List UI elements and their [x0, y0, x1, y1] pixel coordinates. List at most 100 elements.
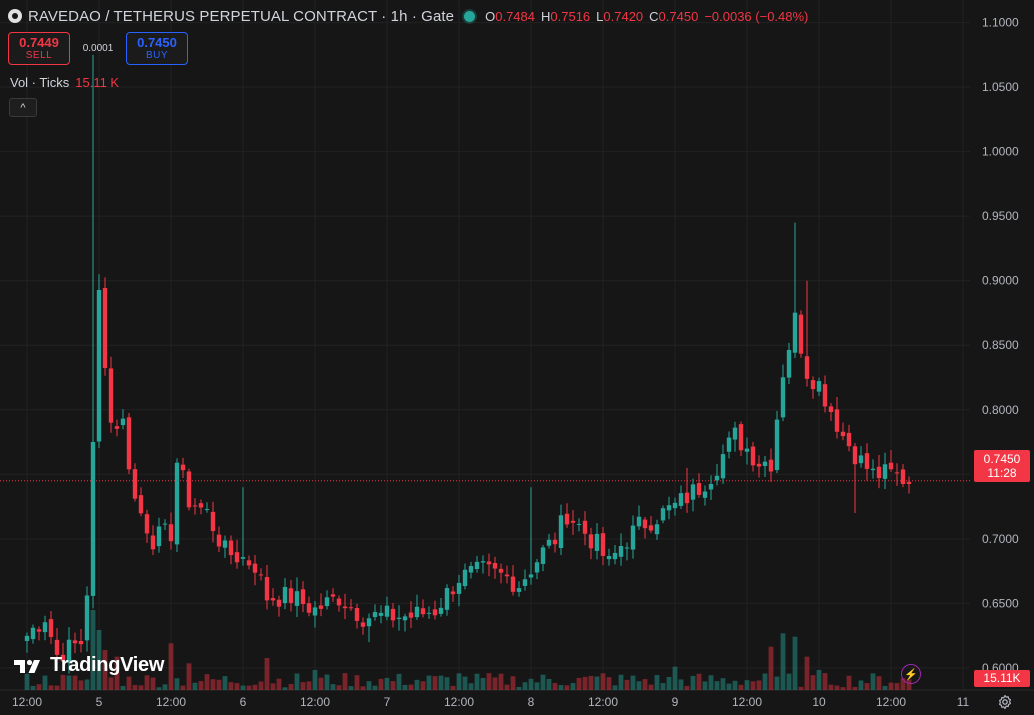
volume-bar — [390, 681, 396, 690]
candle-body — [744, 448, 750, 452]
sell-button[interactable]: 0.7449 SELL — [8, 32, 70, 65]
volume-bar — [288, 683, 294, 690]
volume-bar — [360, 686, 366, 690]
price-axis[interactable]: 1.1000 1.0500 1.0000 0.9500 0.9000 0.8500 0.80… — [982, 16, 1019, 675]
open-value: 0.7484 — [495, 8, 535, 24]
symbol-title[interactable]: RAVEDAO / TETHERUS PERPETUAL CONTRACT · … — [28, 7, 455, 25]
candle-body — [534, 562, 540, 573]
candle-body — [834, 409, 840, 432]
volume-bar — [516, 686, 522, 690]
volume-bar — [708, 675, 714, 690]
candle-body — [708, 484, 714, 490]
candle-body — [84, 595, 90, 641]
volume-bar — [294, 673, 300, 690]
candle-body — [342, 606, 348, 609]
low-label: L — [596, 8, 604, 24]
volume-bar — [888, 682, 894, 690]
volume-bar — [786, 673, 792, 690]
tradingview-wordmark: TradingView — [50, 654, 165, 676]
candle-body — [642, 519, 648, 529]
volume-bar — [588, 676, 594, 690]
price-tick-label: 1.0000 — [982, 145, 1019, 159]
volume-bar — [228, 682, 234, 690]
volume-bar — [30, 685, 36, 690]
volume-bar — [144, 675, 150, 690]
volume-bar — [108, 677, 114, 690]
volume-bar — [870, 673, 876, 690]
candle-body — [210, 511, 216, 532]
volume-bar — [726, 683, 732, 690]
sell-price: 0.7449 — [19, 35, 59, 50]
price-tick-label: 1.1000 — [982, 16, 1019, 30]
volume-bar — [462, 676, 468, 690]
candle-body — [654, 524, 660, 535]
candle-body — [612, 552, 618, 560]
collapse-legend-button[interactable]: ^ — [9, 98, 37, 117]
tradingview-logo[interactable]: TradingView — [12, 654, 164, 677]
candle-body — [750, 446, 756, 466]
candle-body — [276, 599, 282, 607]
buy-label: BUY — [145, 50, 169, 61]
volume-bar — [642, 679, 648, 690]
volume-bar — [276, 678, 282, 690]
candle-body — [468, 565, 474, 573]
volume-label[interactable]: Vol · Ticks — [10, 75, 70, 90]
candle-body — [174, 462, 180, 545]
chevron-up-icon: ^ — [20, 101, 26, 114]
volume-bar — [408, 684, 414, 690]
volume-bar — [780, 633, 786, 690]
candle-body — [168, 524, 174, 542]
candle-body — [858, 455, 864, 464]
volume-bar — [84, 679, 90, 690]
candle-body — [762, 461, 768, 467]
candle-body — [804, 356, 810, 379]
candle-body — [408, 612, 414, 618]
price-tick-label: 0.9500 — [982, 209, 1019, 223]
candle-body — [390, 608, 396, 621]
volume-bar — [186, 663, 192, 690]
candle-body — [528, 574, 534, 578]
volume-legend: Vol · Ticks 15.11 K — [10, 75, 119, 90]
candle-body — [318, 605, 324, 609]
time-axis[interactable]: 12:00 5 12:00 6 12:00 7 12:00 8 12:00 9 12:00 10 12:… — [12, 695, 970, 709]
volume-bar — [684, 685, 690, 690]
candle-body — [666, 505, 672, 511]
candle-body — [384, 605, 390, 617]
candle-body — [684, 492, 690, 504]
volume-bar — [156, 687, 162, 690]
candle-body — [624, 547, 630, 549]
volume-bar — [762, 673, 768, 690]
candle-body — [162, 523, 168, 525]
candle-body — [690, 484, 696, 500]
volume-bar — [174, 678, 180, 690]
volume-bar — [822, 673, 828, 690]
close-label: C — [649, 8, 659, 24]
candle-body — [102, 288, 108, 368]
volume-bar — [600, 673, 606, 690]
sell-label: SELL — [25, 50, 53, 61]
time-tick-label: 12:00 — [876, 695, 906, 709]
volume-bar — [414, 679, 420, 690]
volume-bar — [846, 675, 852, 690]
candle-body — [792, 312, 798, 353]
buy-button[interactable]: 0.7450 BUY — [126, 32, 188, 65]
time-tick-label: 7 — [384, 695, 391, 709]
volume-bar — [864, 683, 870, 690]
price-tick-label: 0.6500 — [982, 596, 1019, 610]
candle-body — [420, 608, 426, 615]
time-tick-label: 11 — [957, 695, 970, 709]
candle-body — [660, 508, 666, 521]
volume-bar — [768, 646, 774, 690]
volume-bar — [738, 684, 744, 690]
candle-body — [240, 557, 246, 559]
volume-bar — [402, 684, 408, 690]
candle-body — [348, 607, 354, 609]
exchange-logo-icon — [8, 9, 22, 23]
volume-bar — [816, 670, 822, 690]
volume-bar — [78, 680, 84, 690]
candle-body — [336, 598, 342, 606]
volume-bar — [204, 674, 210, 690]
lightning-icon[interactable]: ⚡ — [901, 664, 921, 684]
gear-icon[interactable] — [997, 694, 1013, 710]
